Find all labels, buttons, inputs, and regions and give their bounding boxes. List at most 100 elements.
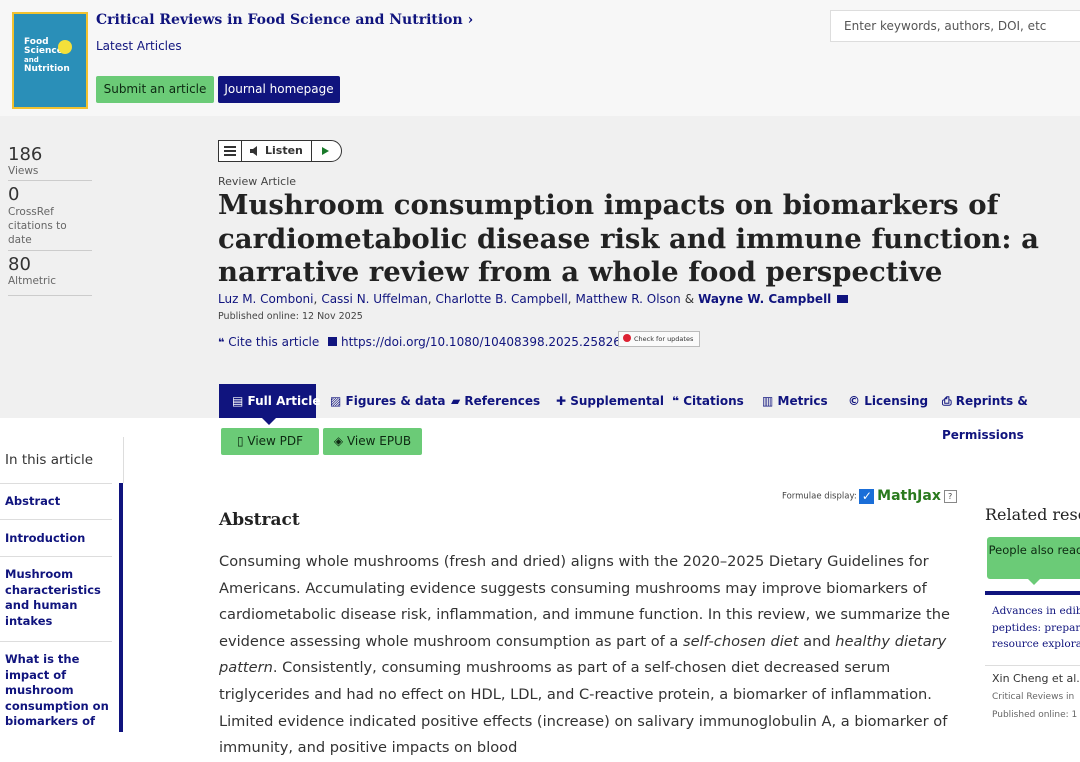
- metric-value: 0: [8, 184, 20, 205]
- page: Food Science and Nutrition Critical Revi…: [0, 10, 1080, 757]
- submit-button[interactable]: Submit an article: [96, 76, 214, 103]
- metrics: 186 Views 0 CrossRef citations to date 8…: [8, 145, 92, 296]
- mathjax-checkbox[interactable]: ✓: [859, 488, 875, 504]
- check-updates-badge[interactable]: Check for updates: [618, 331, 700, 347]
- tab-label[interactable]: Supplemental: [570, 394, 664, 408]
- cover-line: Nutrition: [24, 64, 70, 74]
- toc-separator: [0, 641, 112, 642]
- toc-heading: In this article: [5, 452, 94, 468]
- tab[interactable]: © Licensing: [848, 394, 929, 408]
- related-title-line[interactable]: peptides: prepara: [992, 621, 1080, 634]
- mathjax-label[interactable]: MathJax: [877, 488, 941, 504]
- related-authors: Xin Cheng et al.: [992, 672, 1080, 685]
- toc-item[interactable]: Mushroom characteristics and human intak…: [5, 567, 101, 628]
- toc-item[interactable]: What is the impact of mushroom consumpti…: [5, 652, 109, 728]
- active-tab-bg: [219, 384, 316, 418]
- abstract-segment: self-chosen diet: [683, 632, 799, 650]
- formulae-label: Formulae display:: [782, 491, 857, 502]
- related-title-line[interactable]: resource explorat: [992, 638, 1080, 650]
- abstract-segment: Consuming whole mushrooms (fresh and dri…: [219, 553, 950, 650]
- metric-value: 80: [8, 254, 31, 275]
- toc-separator: [0, 556, 112, 557]
- tab[interactable]: ▥ Metrics: [762, 394, 828, 408]
- tab-label[interactable]: Citations: [683, 394, 744, 408]
- mathjax-help[interactable]: ?: [943, 489, 957, 503]
- toc-active-bar: [119, 483, 123, 732]
- toc-item[interactable]: Introduction: [5, 531, 86, 545]
- metric-label: Altmetric: [8, 275, 92, 296]
- cite-label[interactable]: Cite this article: [228, 335, 320, 349]
- cover-line: and: [24, 56, 39, 64]
- tab[interactable]: ▰ References: [451, 394, 541, 408]
- author-join: ,: [567, 292, 572, 306]
- tab-label[interactable]: Full Article: [247, 394, 321, 408]
- related-published: Published online: 1: [992, 710, 1078, 720]
- tab[interactable]: ❝ Citations: [672, 394, 744, 408]
- author-join: ,: [427, 292, 432, 306]
- epub-button[interactable]: ◈ View EPUB: [323, 428, 422, 455]
- tab-label[interactable]: Reprints & Permissions: [942, 394, 1028, 442]
- related-bar: [985, 591, 1080, 595]
- article-band: [0, 116, 1080, 418]
- epub-label[interactable]: View EPUB: [346, 434, 412, 448]
- journal-arrow: ›: [467, 12, 474, 28]
- check-updates-label[interactable]: Check for updates: [634, 335, 694, 343]
- listen-widget[interactable]: Listen: [218, 140, 342, 162]
- related-article-title[interactable]: Advances in edib peptides: prepara resou…: [992, 603, 1080, 653]
- menu-icon[interactable]: [221, 141, 241, 161]
- author-join: ,: [313, 292, 318, 306]
- journal-cover[interactable]: Food Science and Nutrition: [12, 12, 88, 109]
- active-tab-pointer: [262, 418, 276, 425]
- author-join: &: [684, 292, 695, 306]
- tab[interactable]: ✚ Supplemental: [556, 394, 664, 408]
- cover-shape: [58, 40, 72, 54]
- related-journal: Critical Reviews in: [992, 692, 1075, 702]
- author-name[interactable]: Charlotte B. Campbell: [435, 292, 568, 306]
- author-name[interactable]: Cassi N. Uffelman: [321, 292, 428, 306]
- doi-text[interactable]: https://doi.org/10.1080/10408398.2025.25…: [341, 335, 637, 349]
- latest-articles-link[interactable]: Latest Articles: [96, 39, 182, 53]
- related-title-line[interactable]: Advances in edib: [992, 605, 1080, 617]
- tab-label[interactable]: Licensing: [864, 394, 929, 408]
- article-title: Mushroom consumption impacts on biomarke…: [218, 189, 1039, 288]
- published-date: Published online: 12 Nov 2025: [218, 311, 363, 322]
- article-type: Review Article: [218, 175, 297, 188]
- abstract-heading: Abstract: [219, 510, 300, 530]
- abstract-segment: . Consistently, consuming mushrooms as p…: [219, 659, 948, 757]
- tab[interactable]: ▨ Figures & data: [330, 394, 446, 408]
- cite-link[interactable]: ❝ Cite this article: [218, 335, 320, 349]
- related-heading: Related research: [985, 505, 1080, 524]
- abstract-text: Consuming whole mushrooms (fresh and dri…: [219, 549, 961, 762]
- tab[interactable]: ▤ Full Article: [232, 394, 321, 408]
- listen-label[interactable]: Listen: [265, 144, 303, 157]
- abstract-segment: healthy dietary pattern: [219, 632, 947, 677]
- homepage-button[interactable]: Journal homepage: [218, 76, 340, 103]
- author-name[interactable]: Matthew R. Olson: [575, 292, 681, 306]
- metric-value: 186: [8, 144, 43, 165]
- search-input[interactable]: Enter keywords, authors, DOI, etc: [830, 10, 1080, 42]
- people-also-read-tab[interactable]: People also read: [987, 537, 1080, 579]
- toc-separator: [0, 483, 112, 484]
- pdf-label[interactable]: View PDF: [247, 434, 304, 448]
- doi-link[interactable]: https://doi.org/10.1080/10408398.2025.25…: [328, 335, 636, 349]
- toc-separator: [0, 519, 112, 520]
- play-icon[interactable]: [320, 141, 332, 161]
- email-icon[interactable]: [837, 295, 849, 303]
- journal-title[interactable]: Critical Reviews in Food Science and Nut…: [96, 12, 473, 28]
- authors: Luz M. Comboni, Cassi N. Uffelman, Charlot…: [218, 292, 849, 306]
- toc-item[interactable]: Abstract: [5, 494, 61, 508]
- cover-line: Science: [24, 46, 63, 56]
- tab-label[interactable]: References: [464, 394, 541, 408]
- author-name[interactable]: Wayne W. Campbell: [698, 292, 832, 306]
- journal-name[interactable]: Critical Reviews in Food Science and Nut…: [96, 12, 463, 28]
- tab-label[interactable]: Figures & data: [345, 394, 446, 408]
- tab-pointer: [1028, 579, 1040, 585]
- tab[interactable]: ⎙ Reprints & Permissions: [942, 394, 1028, 442]
- metric-label: CrossRef citations to date: [8, 205, 92, 251]
- related-separator: [985, 665, 1080, 666]
- tab-label[interactable]: Metrics: [777, 394, 828, 408]
- cover-line: Food: [24, 37, 49, 47]
- author-name[interactable]: Luz M. Comboni: [218, 292, 314, 306]
- pdf-button[interactable]: ▯ View PDF: [221, 428, 319, 455]
- metric-label: Views: [8, 165, 92, 181]
